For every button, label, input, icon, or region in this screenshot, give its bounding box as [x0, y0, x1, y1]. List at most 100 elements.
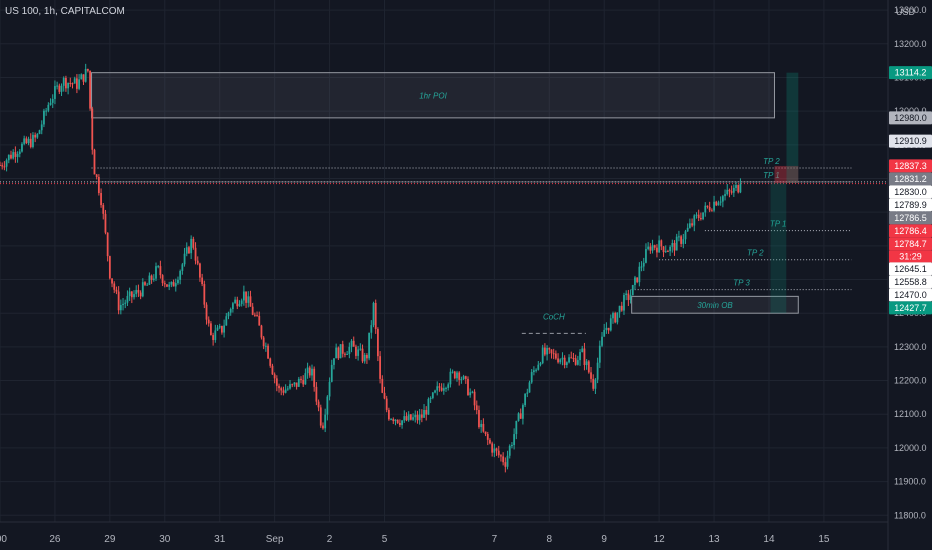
x-tick-label: :00 — [0, 534, 7, 545]
price-label-text: 12558.8 — [894, 277, 927, 287]
price-label-text: 12645.1 — [894, 264, 927, 274]
candle-body — [84, 68, 87, 82]
candle-body — [377, 328, 379, 357]
candle-body — [58, 85, 61, 92]
candle-body — [357, 349, 360, 356]
y-tick-label: 11900.0 — [894, 477, 926, 487]
candle-body — [315, 386, 318, 402]
candle-body — [579, 352, 581, 361]
candle-body — [585, 361, 588, 366]
candle-body — [724, 194, 726, 197]
price-label-bg — [889, 288, 932, 302]
tp-label: TP 3 — [733, 279, 750, 288]
candle-body — [14, 152, 17, 157]
candle-body — [302, 379, 305, 385]
candle-body — [166, 284, 168, 287]
candle-body — [245, 291, 247, 303]
candle-body — [489, 439, 491, 444]
candle-body — [317, 401, 320, 408]
candle-body — [73, 78, 76, 84]
candle-body — [260, 325, 263, 338]
candle-body — [440, 387, 443, 391]
candle-body — [541, 347, 544, 364]
candle-body — [623, 295, 625, 311]
candle-body — [311, 368, 313, 376]
candle-body — [304, 373, 307, 385]
candle-body — [486, 433, 489, 440]
candle-body — [181, 264, 184, 271]
y-tick-label: 12100.0 — [894, 409, 927, 419]
candle-body — [664, 251, 667, 253]
candle-body — [390, 419, 392, 421]
candle-body — [264, 345, 267, 347]
candle-body — [218, 325, 221, 328]
candle-body — [550, 349, 553, 354]
candle-body — [519, 413, 522, 419]
candle-body — [223, 325, 226, 333]
y-tick-label: 11800.0 — [894, 510, 926, 520]
x-tick-label: 29 — [104, 534, 116, 545]
candle-body — [62, 77, 65, 86]
candle-body — [697, 214, 700, 219]
candle-body — [335, 347, 338, 359]
candle-body — [231, 303, 234, 310]
candle-body — [552, 353, 555, 355]
candle-body — [212, 335, 215, 341]
candle-body — [596, 362, 599, 380]
price-label-bg — [889, 159, 932, 173]
candle-body — [561, 357, 564, 360]
candle-body — [506, 455, 509, 467]
candle-series — [0, 63, 742, 473]
candle-body — [234, 299, 236, 304]
candle-body — [69, 82, 72, 84]
x-axis: :00 26 29 30 31 Sep 2 5 7 8 9 12 13 14 15 — [0, 521, 888, 545]
candle-body — [319, 407, 322, 426]
candle-body — [344, 353, 346, 355]
candle-body — [508, 445, 511, 456]
price-label-text: 12784.7 — [894, 239, 927, 249]
candle-body — [32, 134, 34, 147]
candle-body — [80, 74, 83, 80]
candle-body — [273, 374, 276, 379]
zone-box — [631, 295, 799, 314]
price-label-bg — [889, 224, 932, 238]
candle-body — [574, 358, 577, 365]
countdown-bg — [889, 250, 932, 263]
candle-body — [168, 284, 171, 287]
candle-body — [480, 423, 483, 428]
candle-body — [346, 353, 349, 355]
candle-body — [638, 266, 641, 283]
candle-body — [427, 398, 430, 415]
candle-body — [609, 318, 612, 331]
drawing-annotations[interactable]: 1hr POI TP 2 TP 1 TP 1 TP 2 TP 3 30min OB CoCH — [0, 72, 888, 334]
candle-body — [352, 340, 355, 347]
coch-label: CoCH — [543, 312, 565, 321]
candle-body — [429, 397, 432, 399]
tp-label: TP 2 — [763, 157, 780, 166]
candle-body — [497, 450, 500, 456]
candle-body — [401, 420, 403, 426]
price-label-bg — [889, 275, 932, 289]
candle-body — [504, 462, 507, 467]
candle-body — [403, 416, 406, 421]
candle-body — [407, 414, 410, 421]
candle-body — [517, 413, 520, 421]
price-label-bg — [889, 111, 932, 125]
y-tick-label: 13000.0 — [894, 106, 927, 116]
candle-body — [590, 372, 592, 379]
candle-body — [278, 385, 280, 389]
candle-body — [324, 414, 327, 429]
candle-body — [737, 185, 740, 193]
candle-body — [207, 319, 210, 324]
candle-body — [515, 420, 518, 435]
candle-body — [398, 422, 401, 426]
candle-body — [282, 390, 285, 393]
price-label-text: 12837.3 — [894, 161, 927, 171]
candle-body — [456, 372, 458, 379]
candle-body — [203, 284, 206, 305]
price-label-bg — [889, 301, 932, 315]
candle-body — [645, 249, 647, 263]
candle-body — [673, 243, 676, 251]
candle-body — [40, 124, 43, 131]
